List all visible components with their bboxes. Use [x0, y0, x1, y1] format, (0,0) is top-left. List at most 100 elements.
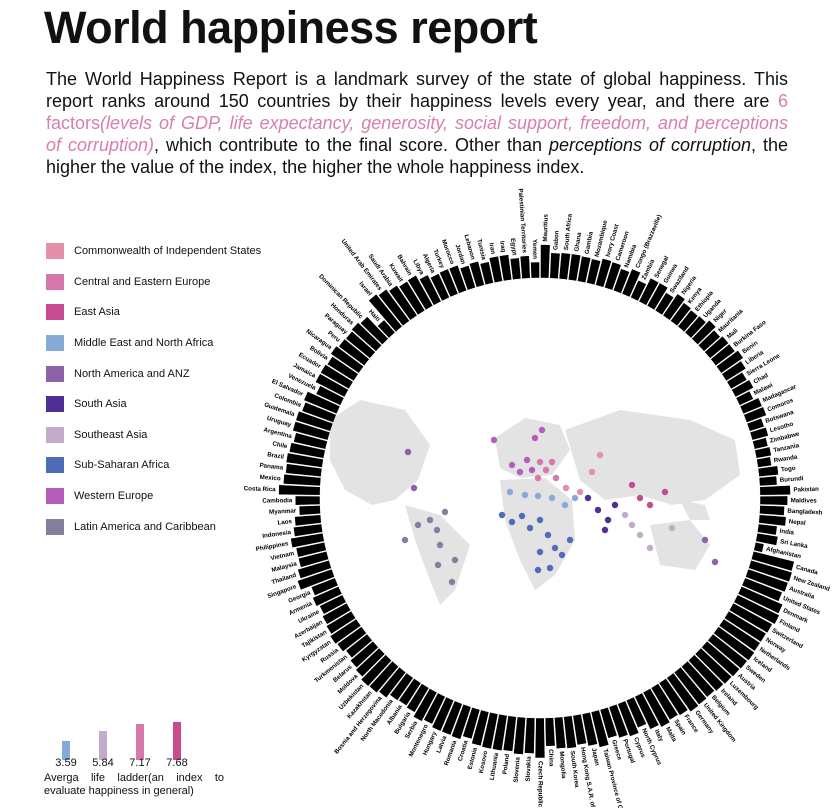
country-bar: [595, 258, 612, 288]
country-label: Algeria: [421, 252, 437, 274]
country-label: Peru: [326, 330, 341, 344]
country-bar: [687, 654, 724, 692]
country-bar: [755, 532, 779, 546]
country-bar: [544, 717, 556, 747]
country-label: China: [547, 749, 555, 767]
country-bar: [378, 666, 407, 699]
country-label: Lesotho: [769, 421, 794, 435]
country-bar: [750, 550, 795, 572]
country-label: Haiti: [367, 308, 381, 323]
country-label: Mozambique: [594, 219, 610, 258]
country-label: Moldova: [336, 673, 359, 696]
country-bar: [315, 373, 349, 398]
land-mass: [680, 500, 710, 520]
factors-list: (levels of GDP, life expectancy, generos…: [46, 113, 788, 155]
country-label: Czech Republic: [536, 761, 543, 808]
country-label: Brazil: [267, 451, 285, 461]
country-label: Nepal: [788, 518, 806, 527]
legend-item: Western Europe: [46, 481, 261, 512]
country-dot: [536, 458, 544, 466]
country-dot: [426, 516, 434, 524]
country-bar: [677, 309, 699, 333]
country-label: Myanmar: [269, 507, 297, 515]
scale-caption: Averga life ladder(an index to evaluate …: [44, 772, 224, 797]
country-label: Comoros: [766, 397, 794, 414]
country-bar: [298, 550, 330, 568]
country-label: Kosovo: [478, 750, 490, 774]
country-bar: [301, 401, 337, 423]
country-label: Yemen: [531, 239, 538, 259]
legend-swatch: [46, 518, 64, 535]
country-label: Ecuador: [297, 351, 322, 370]
country-label: Poland: [502, 753, 512, 775]
country-bar: [586, 258, 602, 286]
country-bar: [728, 602, 773, 634]
country-label: Malawi: [753, 382, 775, 397]
country-label: Nicaragua: [305, 328, 334, 351]
country-label: Austria: [736, 672, 757, 692]
country-label: Vietnam: [270, 550, 295, 562]
country-label: Slovenia: [513, 756, 522, 783]
country-dot: [558, 551, 566, 559]
country-bar: [295, 541, 327, 558]
country-label: Tanzania: [773, 442, 800, 454]
legend-item: Sub-Saharan Africa: [46, 450, 261, 481]
country-label: South Africa: [563, 213, 574, 251]
country-dot: [636, 494, 644, 502]
country-label: Ghana: [573, 231, 583, 252]
country-bar: [320, 364, 354, 390]
country-dot: [410, 484, 418, 492]
country-bar: [459, 265, 476, 291]
country-bar: [448, 264, 468, 294]
country-bar: [745, 568, 789, 593]
country-bar: [319, 594, 347, 615]
country-bar: [297, 559, 332, 579]
country-dot: [628, 521, 636, 529]
country-bar: [513, 716, 526, 755]
country-dot: [636, 531, 644, 539]
country-bar: [488, 255, 503, 284]
scale-value-label: 7.68: [166, 757, 188, 769]
country-bar: [351, 322, 383, 352]
country-dot: [661, 488, 669, 496]
country-dot: [562, 484, 570, 492]
country-dot: [538, 426, 546, 434]
country-dot: [536, 516, 544, 524]
legend-label: Middle East and North Africa: [74, 337, 214, 350]
country-label: Congo (Brazzaville): [634, 214, 663, 270]
country-bar: [721, 360, 747, 382]
country-bar: [554, 716, 567, 750]
page-title: World happiness report: [44, 2, 538, 53]
country-label: Denmark: [782, 607, 809, 625]
country-dot: [542, 466, 550, 474]
country-bar: [567, 253, 582, 282]
country-dot: [646, 544, 654, 552]
legend-item: Central and Eastern Europe: [46, 267, 261, 298]
value-scale: [50, 708, 230, 760]
country-label: Belgium: [710, 694, 732, 717]
country-label: Lebanon: [462, 234, 476, 261]
country-label: Belarus: [332, 663, 354, 684]
country-dot: [668, 524, 676, 532]
country-label: Thailand: [271, 572, 298, 586]
country-label: Israel: [357, 280, 373, 297]
country-bar: [558, 252, 571, 280]
country-bar: [295, 410, 334, 432]
country-bar: [369, 660, 399, 694]
land-mass: [500, 478, 575, 590]
intro-text: The World Happiness Report is a landmark…: [46, 68, 788, 178]
country-label: Niger: [712, 307, 729, 324]
country-label: Burkina Faso: [732, 319, 767, 349]
country-bar: [612, 268, 630, 294]
country-bar: [577, 255, 592, 284]
country-label: Zambia: [641, 258, 657, 281]
country-dot: [526, 524, 534, 532]
country-bar: [634, 692, 660, 730]
country-bar: [733, 594, 780, 625]
country-bar: [572, 713, 587, 746]
country-dot: [528, 466, 536, 474]
country-label: Liberia: [744, 349, 765, 366]
scale-bar: [62, 741, 70, 760]
country-bar: [630, 279, 647, 302]
country-bar: [499, 254, 513, 282]
